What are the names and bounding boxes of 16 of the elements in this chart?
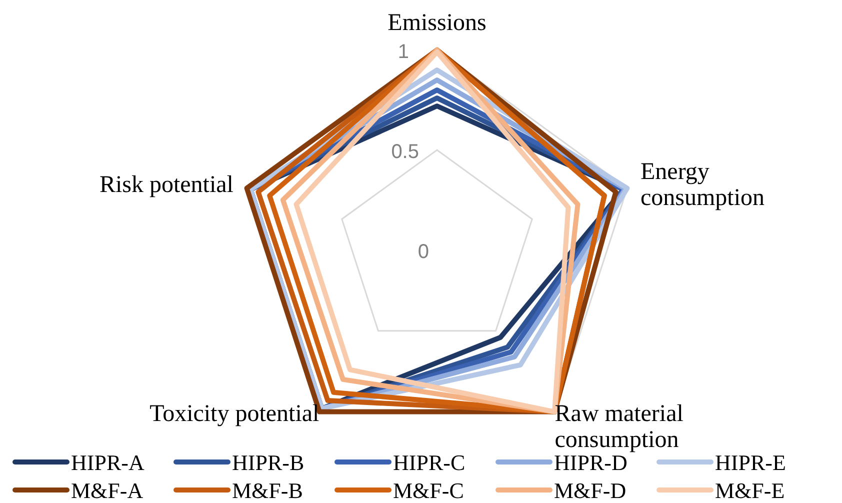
- y-tick-label: 1: [398, 41, 409, 63]
- y-tick-label: 0.5: [391, 141, 419, 163]
- legend-label: M&F-C: [393, 478, 464, 503]
- y-tick-label: 0: [418, 241, 429, 263]
- legend-label: HIPR-C: [393, 450, 466, 475]
- legend-label: M&F-D: [554, 478, 626, 503]
- legend-label: HIPR-A: [71, 450, 144, 475]
- spoke-label: Emissions: [388, 10, 486, 36]
- legend-label: M&F-B: [232, 478, 303, 503]
- spoke-label: Energy consumption: [640, 158, 765, 211]
- legend-label: M&F-A: [71, 478, 144, 503]
- legend-label: HIPR-E: [715, 450, 786, 475]
- spoke-label: Risk potential: [99, 172, 234, 198]
- legend-label: HIPR-B: [232, 450, 304, 475]
- spoke-label: Toxicity potential: [150, 401, 320, 428]
- legend-label: M&F-E: [715, 478, 785, 503]
